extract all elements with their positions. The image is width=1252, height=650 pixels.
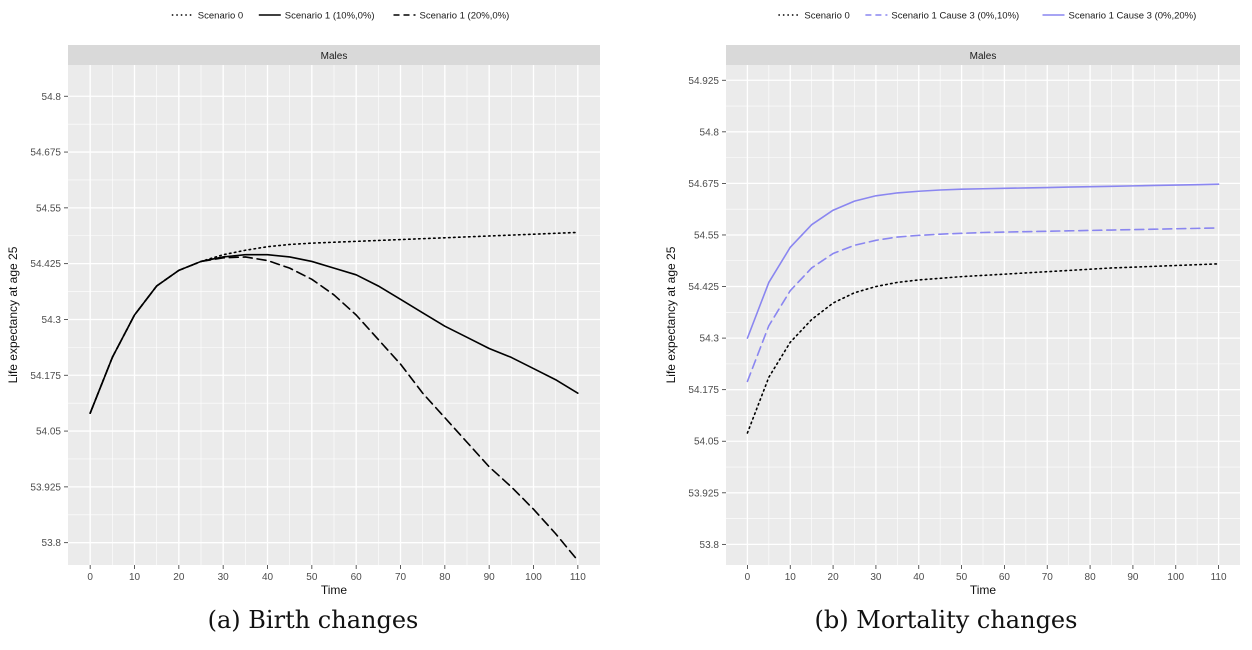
chart-panel-1: Males 0 10 20 30 40 50 60 70 80 90 100 110 53.8 53.925… bbox=[6, 11, 600, 597]
y-tick-label: 53.8 bbox=[700, 540, 720, 551]
y-tick-label: 54.8 bbox=[42, 92, 62, 103]
y-tick-label: 54.675 bbox=[30, 148, 61, 159]
legend: Scenario 0 Scenario 1 Cause 3 (0%,10%) Sce… bbox=[778, 11, 1196, 22]
facet-strip-label: Males bbox=[321, 51, 348, 62]
y-tick-label: 54.425 bbox=[688, 282, 719, 293]
legend-label-1: Scenario 0 bbox=[198, 11, 243, 22]
x-tick-label: 110 bbox=[1211, 572, 1227, 583]
x-tick-label: 40 bbox=[262, 572, 274, 583]
x-tick-label: 50 bbox=[306, 572, 318, 583]
facet-strip-label: Males bbox=[970, 51, 997, 62]
x-tick-label: 10 bbox=[785, 572, 797, 583]
x-tick-label: 30 bbox=[870, 572, 882, 583]
y-tick-label: 54.3 bbox=[700, 334, 720, 345]
y-tick-label: 54.55 bbox=[36, 203, 61, 214]
chart-panel-2: Males 0 10 20 30 40 50 60 70 80 90 100 110 53.8 53.925… bbox=[664, 11, 1240, 597]
caption-birth-changes: (a) Birth changes bbox=[207, 606, 419, 634]
x-tick-label: 100 bbox=[525, 572, 542, 583]
legend: Scenario 0 Scenario 1 (10%,0%) Scenario 1 … bbox=[171, 11, 510, 22]
x-tick-label: 90 bbox=[1127, 572, 1139, 583]
x-tick-label: 10 bbox=[129, 572, 141, 583]
legend-label-2: Scenario 1 Cause 3 (0%,10%) bbox=[891, 11, 1019, 22]
y-tick-label: 54.05 bbox=[36, 427, 61, 438]
legend-label-2: Scenario 1 (10%,0%) bbox=[285, 11, 375, 22]
y-tick-label: 54.8 bbox=[700, 127, 720, 138]
x-tick-label: 80 bbox=[439, 572, 451, 583]
y-tick-label: 54.925 bbox=[688, 76, 719, 87]
caption-mortality-changes: (b) Mortality changes bbox=[814, 606, 1078, 634]
x-tick-label: 50 bbox=[956, 572, 968, 583]
y-tick-label: 54.55 bbox=[694, 230, 719, 241]
x-tick-label: 20 bbox=[173, 572, 185, 583]
y-tick-label: 54.675 bbox=[688, 179, 719, 190]
y-tick-label: 54.175 bbox=[30, 371, 61, 382]
series-line-1 bbox=[89, 231, 579, 415]
y-tick-label: 54.425 bbox=[30, 259, 61, 270]
x-tick-label: 30 bbox=[218, 572, 230, 583]
x-tick-label: 40 bbox=[913, 572, 925, 583]
series-line-3 bbox=[746, 183, 1220, 339]
y-tick-label: 54.3 bbox=[42, 315, 62, 326]
x-tick-label: 100 bbox=[1167, 572, 1184, 583]
x-tick-label: 70 bbox=[395, 572, 407, 583]
x-axis-title: Time bbox=[970, 583, 997, 597]
x-tick-label: 80 bbox=[1085, 572, 1097, 583]
x-tick-label: 0 bbox=[745, 572, 751, 583]
y-tick-label: 53.925 bbox=[688, 488, 719, 499]
legend-label-3: Scenario 1 Cause 3 (0%,20%) bbox=[1069, 11, 1197, 22]
facet-strip bbox=[68, 45, 600, 65]
x-tick-label: 60 bbox=[351, 572, 363, 583]
series-line-2 bbox=[746, 227, 1220, 383]
legend-label-3: Scenario 1 (20%,0%) bbox=[420, 11, 510, 22]
x-tick-label: 70 bbox=[1042, 572, 1054, 583]
y-tick-label: 54.175 bbox=[688, 385, 719, 396]
series-line-3 bbox=[89, 256, 579, 562]
x-tick-label: 20 bbox=[828, 572, 840, 583]
legend-label-1: Scenario 0 bbox=[804, 11, 849, 22]
y-axis-title: Life expectancy at age 25 bbox=[6, 246, 20, 383]
series-line-1 bbox=[746, 263, 1220, 434]
x-tick-label: 0 bbox=[87, 572, 93, 583]
y-tick-label: 53.8 bbox=[42, 538, 62, 549]
y-axis-title: Life expectancy at age 25 bbox=[664, 246, 678, 383]
y-tick-label: 54.05 bbox=[694, 437, 719, 448]
x-tick-label: 110 bbox=[570, 572, 586, 583]
x-tick-label: 60 bbox=[999, 572, 1011, 583]
x-tick-label: 90 bbox=[484, 572, 496, 583]
y-tick-label: 53.925 bbox=[30, 482, 61, 493]
facet-strip bbox=[726, 45, 1240, 65]
x-axis-title: Time bbox=[321, 583, 348, 597]
